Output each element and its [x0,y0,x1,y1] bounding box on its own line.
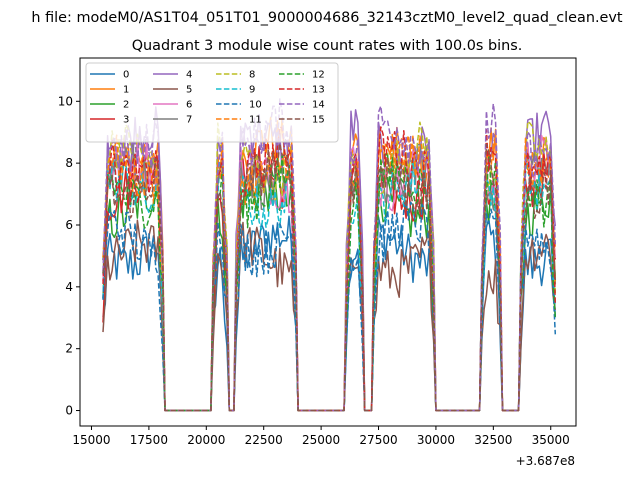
legend-label-12: 12 [312,70,325,81]
y-tick-label: 6 [65,218,73,232]
legend-label-10: 10 [249,100,262,111]
legend-label-14: 14 [312,100,325,111]
y-tick-label: 4 [65,280,73,294]
x-tick-label: 20000 [187,433,225,447]
series-line-15 [102,142,557,412]
legend-label-1: 1 [123,85,129,96]
y-axis: 0 2 4 6 8 10 [58,94,80,418]
chart-title: Quadrant 3 module wise count rates with … [132,38,523,54]
x-tick-label: 27500 [359,433,397,447]
legend-label-4: 4 [186,70,192,81]
y-tick-label: 2 [65,342,73,356]
x-tick-label: 35000 [532,433,570,447]
x-tick-label: 15000 [72,433,110,447]
legend-box [85,62,339,143]
legend-label-13: 13 [312,85,325,96]
y-tick-label: 8 [65,156,73,170]
legend-label-11: 11 [249,115,262,126]
x-axis: 15000 17500 20000 22500 25000 27500 30000 32500… [72,426,570,447]
x-tick-label: 30000 [417,433,455,447]
x-tick-label: 25000 [302,433,340,447]
legend-label-9: 9 [249,85,255,96]
legend-label-2: 2 [123,100,129,111]
x-tick-label: 22500 [245,433,283,447]
plot-area [102,98,557,412]
series-line-5 [102,219,557,412]
legend-label-5: 5 [186,85,192,96]
x-tick-label: 17500 [130,433,168,447]
axes-frame [79,57,577,427]
figure-suptitle: h file: modeM0/AS1T04_051T01_9000004686_… [31,10,622,26]
legend-label-3: 3 [123,115,129,126]
legend-label-15: 15 [312,115,325,126]
y-tick-label: 10 [58,94,73,108]
legend-label-0: 0 [123,70,129,81]
y-tick-label: 0 [65,404,73,418]
series-line-10 [102,200,557,412]
legend-label-7: 7 [186,115,192,126]
series-line-0 [102,215,557,412]
x-tick-label: 32500 [474,433,512,447]
legend-label-8: 8 [249,70,255,81]
x-offset-label: +3.687e8 [516,454,575,468]
legend-label-6: 6 [186,100,192,111]
